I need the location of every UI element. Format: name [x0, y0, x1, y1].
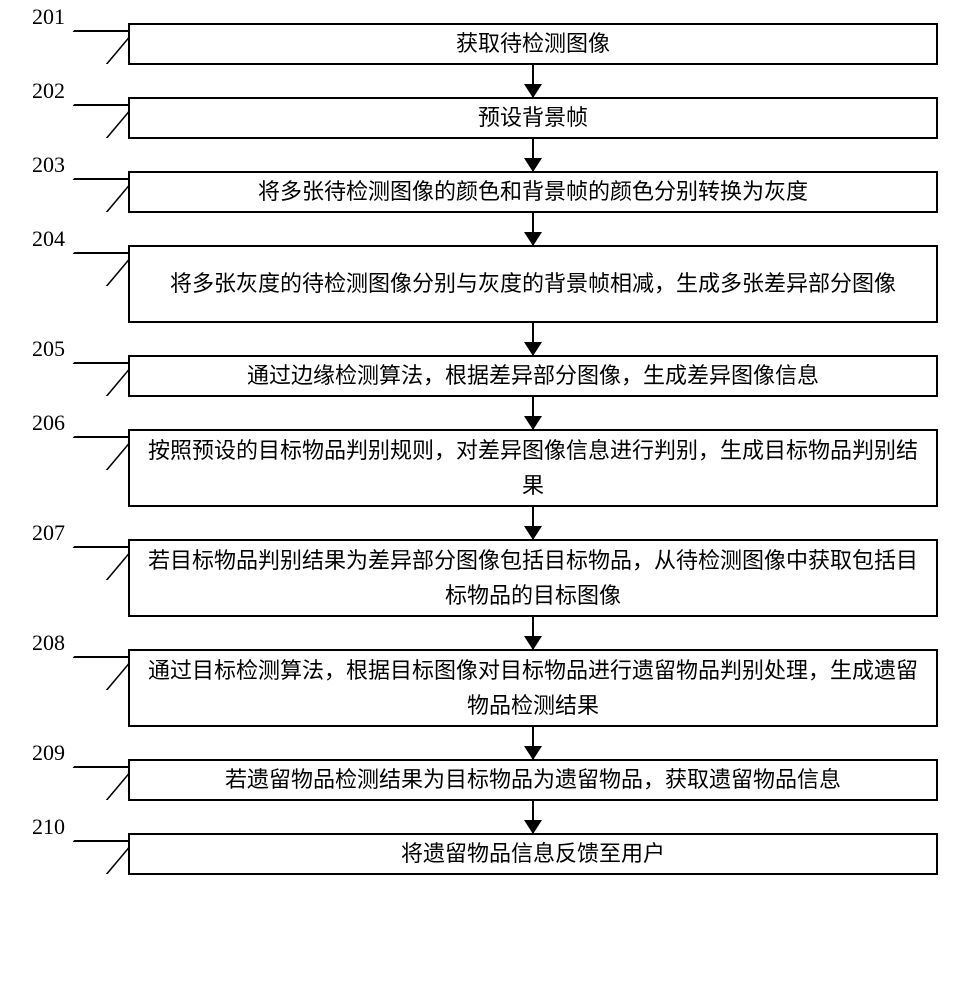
step-number: 209: [32, 740, 65, 765]
flow-arrow: [532, 727, 534, 759]
flow-arrow: [532, 507, 534, 539]
step-box-210: 将遗留物品信息反馈至用户: [128, 833, 938, 875]
step-box-205: 通过边缘检测算法，根据差异部分图像，生成差异图像信息: [128, 355, 938, 397]
flow-arrow: [532, 213, 534, 245]
step-label: 210: [32, 814, 65, 840]
step-box-207: 若目标物品判别结果为差异部分图像包括目标物品，从待检测图像中获取包括目标物品的目…: [128, 539, 938, 617]
step-text: 若遗留物品检测结果为目标物品为遗留物品，获取遗留物品信息: [225, 762, 841, 797]
step-label: 204: [32, 226, 65, 252]
step-text: 将多张待检测图像的颜色和背景帧的颜色分别转换为灰度: [258, 174, 808, 209]
step-box-208: 通过目标检测算法，根据目标图像对目标物品进行遗留物品判别处理，生成遗留物品检测结…: [128, 649, 938, 727]
step-number: 208: [32, 630, 65, 655]
step-number: 202: [32, 78, 65, 103]
step-text: 预设背景帧: [478, 100, 588, 135]
flowchart-container: 201 获取待检测图像 202 预设背景帧 203 将多张待检测图像的颜色和背景…: [0, 0, 963, 1000]
step-text: 通过目标检测算法，根据目标图像对目标物品进行遗留物品判别处理，生成遗留物品检测结…: [140, 653, 926, 723]
flow-arrow: [532, 617, 534, 649]
step-label: 208: [32, 630, 65, 656]
step-text: 获取待检测图像: [456, 26, 610, 61]
step-label: 205: [32, 336, 65, 362]
step-text: 将多张灰度的待检测图像分别与灰度的背景帧相减，生成多张差异部分图像: [170, 266, 896, 301]
step-text: 按照预设的目标物品判别规则，对差异图像信息进行判别，生成目标物品判别结果: [140, 433, 926, 503]
step-label: 202: [32, 78, 65, 104]
flow-arrow: [532, 139, 534, 171]
flow-arrow: [532, 801, 534, 833]
step-number: 204: [32, 226, 65, 251]
step-box-202: 预设背景帧: [128, 97, 938, 139]
step-label: 206: [32, 410, 65, 436]
step-label: 207: [32, 520, 65, 546]
step-pointer: [46, 104, 137, 138]
step-pointer: [46, 656, 137, 690]
step-pointer: [46, 30, 137, 64]
step-box-209: 若遗留物品检测结果为目标物品为遗留物品，获取遗留物品信息: [128, 759, 938, 801]
step-pointer: [46, 766, 137, 800]
step-label: 201: [32, 4, 65, 30]
step-pointer: [46, 840, 137, 874]
step-number: 210: [32, 814, 65, 839]
step-box-206: 按照预设的目标物品判别规则，对差异图像信息进行判别，生成目标物品判别结果: [128, 429, 938, 507]
step-number: 203: [32, 152, 65, 177]
step-box-203: 将多张待检测图像的颜色和背景帧的颜色分别转换为灰度: [128, 171, 938, 213]
flow-arrow: [532, 65, 534, 97]
step-pointer: [46, 362, 137, 396]
step-number: 201: [32, 4, 65, 29]
step-box-204: 将多张灰度的待检测图像分别与灰度的背景帧相减，生成多张差异部分图像: [128, 245, 938, 323]
step-pointer: [46, 436, 137, 470]
flow-arrow: [532, 397, 534, 429]
step-number: 207: [32, 520, 65, 545]
step-pointer: [46, 178, 137, 212]
flow-arrow: [532, 323, 534, 355]
step-box-201: 获取待检测图像: [128, 23, 938, 65]
step-label: 203: [32, 152, 65, 178]
step-text: 将遗留物品信息反馈至用户: [401, 836, 665, 871]
step-pointer: [46, 252, 137, 286]
step-number: 205: [32, 336, 65, 361]
step-label: 209: [32, 740, 65, 766]
step-pointer: [46, 546, 137, 580]
step-text: 若目标物品判别结果为差异部分图像包括目标物品，从待检测图像中获取包括目标物品的目…: [140, 543, 926, 613]
step-text: 通过边缘检测算法，根据差异部分图像，生成差异图像信息: [247, 358, 819, 393]
step-number: 206: [32, 410, 65, 435]
